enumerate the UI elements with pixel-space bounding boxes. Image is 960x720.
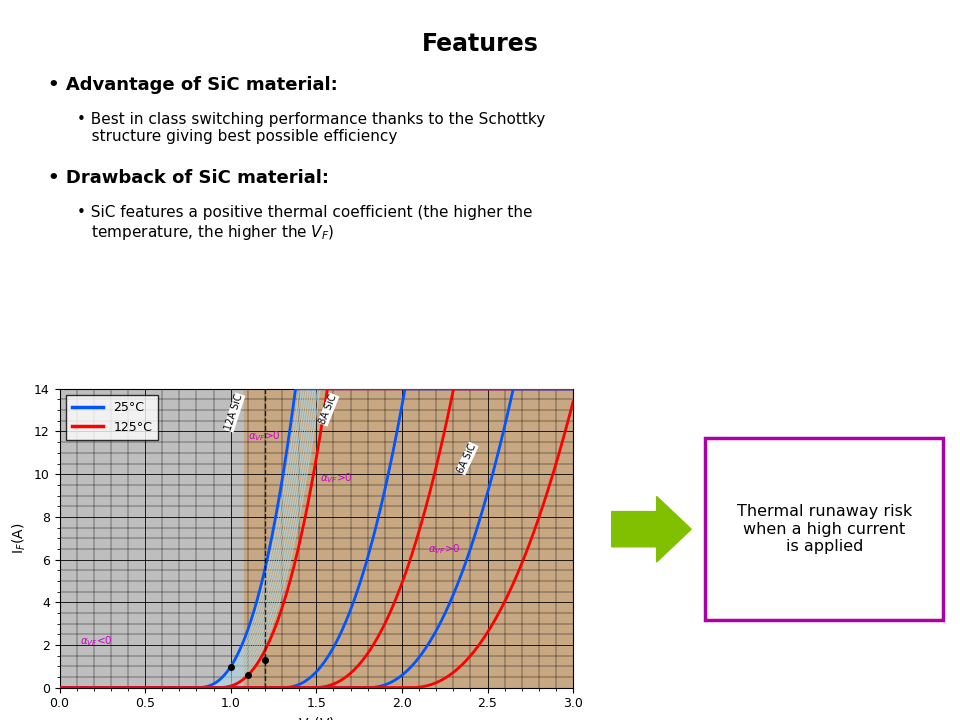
Text: Features: Features [421, 32, 539, 56]
Text: 12A SiC: 12A SiC [224, 393, 245, 432]
Text: • Drawback of SiC material:: • Drawback of SiC material: [48, 169, 329, 187]
FancyArrow shape [612, 497, 691, 562]
Y-axis label: I$_F$(A): I$_F$(A) [11, 523, 29, 554]
Text: $\alpha_{VF}$<0: $\alpha_{VF}$<0 [80, 634, 113, 647]
Text: Thermal runaway risk
when a high current
is applied: Thermal runaway risk when a high current… [736, 504, 912, 554]
X-axis label: V$_F$(V): V$_F$(V) [298, 716, 335, 720]
Legend: 25°C, 125°C: 25°C, 125°C [66, 395, 158, 440]
Text: 8A SiC: 8A SiC [318, 393, 339, 426]
Text: 6A SiC: 6A SiC [456, 442, 478, 475]
Polygon shape [245, 389, 573, 688]
Text: $\alpha_{VF}$>0: $\alpha_{VF}$>0 [248, 429, 280, 443]
Text: $\alpha_{VF}$>0: $\alpha_{VF}$>0 [427, 542, 461, 556]
Text: $\alpha_{VF}$>0: $\alpha_{VF}$>0 [320, 472, 352, 485]
Text: • Advantage of SiC material:: • Advantage of SiC material: [48, 76, 338, 94]
Text: • SiC features a positive thermal coefficient (the higher the
   temperature, th: • SiC features a positive thermal coeffi… [77, 205, 532, 242]
FancyBboxPatch shape [705, 438, 944, 620]
Text: • Best in class switching performance thanks to the Schottky
   structure giving: • Best in class switching performance th… [77, 112, 545, 144]
